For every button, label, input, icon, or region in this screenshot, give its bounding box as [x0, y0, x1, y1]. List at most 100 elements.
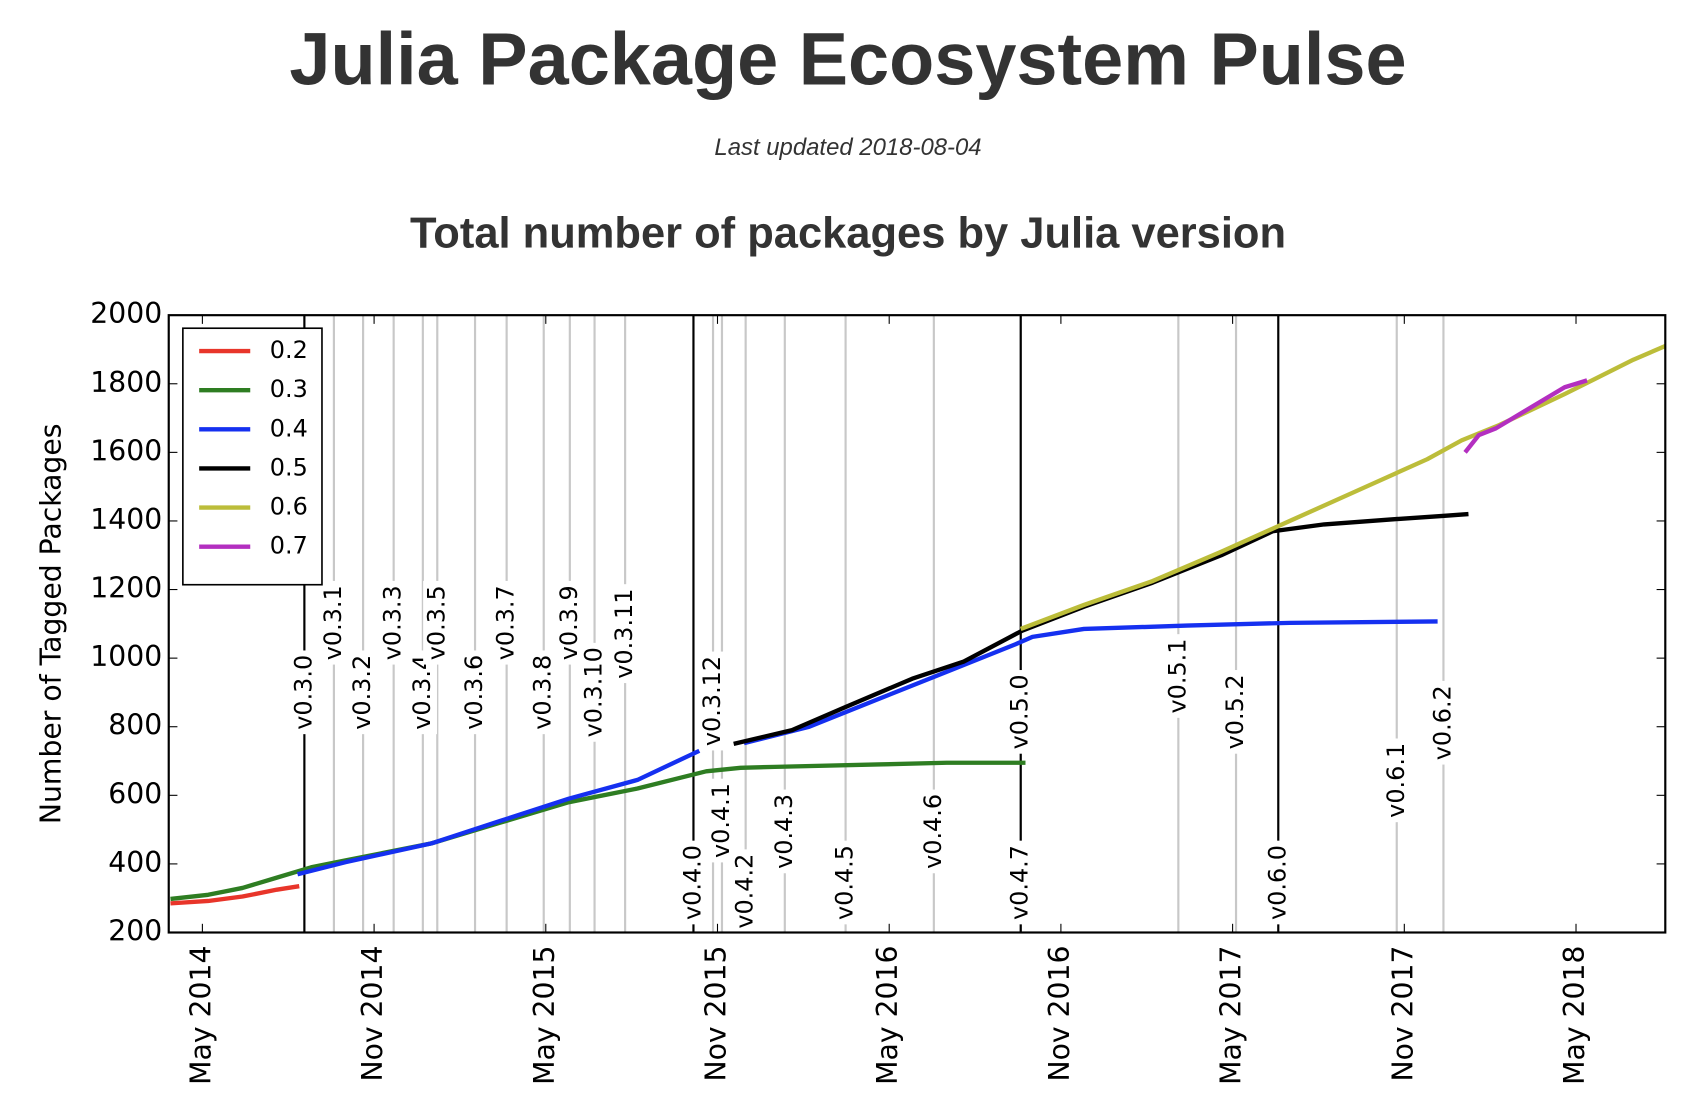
- release-label-group: v0.5.2: [1221, 670, 1251, 754]
- series-line: [170, 884, 300, 906]
- label-bg: [707, 778, 737, 863]
- release-label: v0.3.1: [319, 585, 347, 660]
- legend-label: 0.3: [270, 375, 308, 403]
- release-label-group: v0.4.3: [770, 789, 799, 874]
- y-axis-label: Number of Tagged Packages: [34, 424, 67, 825]
- release-label-group: v0.6.2: [1428, 680, 1458, 765]
- release-label-group: v0.3.2: [348, 650, 378, 735]
- release-label: v0.4.2: [731, 854, 759, 929]
- label-bg: [408, 650, 437, 735]
- release-label-group: v0.6.1: [1382, 738, 1411, 823]
- release-label: v0.6.2: [1428, 685, 1456, 760]
- label-bg: [1164, 634, 1193, 718]
- label-bg: [290, 650, 319, 735]
- label-bg: [529, 650, 558, 735]
- label-bg: [1382, 738, 1411, 823]
- release-label: v0.4.5: [831, 845, 859, 920]
- legend-label: 0.7: [270, 532, 308, 560]
- label-bg: [698, 651, 728, 751]
- legend-label: 0.2: [270, 336, 308, 364]
- x-tick-label: May 2014: [184, 946, 217, 1085]
- label-bg: [1006, 840, 1035, 925]
- y-tick-label: 400: [108, 846, 162, 879]
- x-tick-label: May 2017: [1215, 946, 1248, 1085]
- release-label-group: v0.3.0: [289, 650, 319, 735]
- x-tick-label: May 2018: [1558, 946, 1591, 1085]
- release-label-group: v0.5.0: [1006, 670, 1035, 754]
- release-label-group: v0.5.1: [1163, 634, 1193, 718]
- release-label: v0.5.2: [1221, 674, 1249, 749]
- x-tick-label: May 2015: [528, 946, 561, 1085]
- release-label-group: v0.4.6: [919, 789, 948, 874]
- release-label: v0.3.8: [529, 655, 557, 730]
- release-labels: v0.3.0v0.3.1v0.3.2v0.3.3v0.3.4v0.3.5 v0.3…: [289, 580, 1458, 934]
- y-tick-label: 1200: [90, 572, 162, 605]
- release-label-group: v0.4.5: [831, 840, 860, 925]
- release-label: v0.3.6: [460, 655, 488, 730]
- release-label-group: v0.3.8: [529, 650, 558, 735]
- label-bg: [492, 580, 521, 665]
- release-label: v0.5.0: [1006, 674, 1034, 749]
- release-label-group: v0.3.6: [460, 650, 490, 735]
- x-tick-label: Nov 2016: [1043, 946, 1076, 1082]
- release-label: v0.3.12: [698, 656, 726, 746]
- release-label-group: v0.3.7: [492, 580, 521, 665]
- release-label-group: v0.4.2: [731, 849, 760, 934]
- label-bg: [379, 580, 408, 665]
- release-label-group: v0.3.1: [319, 580, 349, 665]
- release-label-group: v0.3.11: [610, 584, 640, 684]
- release-label-group: v0.4.7: [1006, 840, 1035, 925]
- label-bg: [831, 840, 860, 925]
- legend-label: 0.5: [270, 453, 308, 481]
- series-line: [170, 760, 1026, 902]
- legend-label: 0.6: [270, 493, 308, 521]
- label-bg: [731, 849, 760, 934]
- release-label: v0.4.1: [707, 783, 735, 858]
- release-label: v0.6.0: [1263, 845, 1291, 920]
- release-label-group: v0.3.12: [698, 651, 728, 751]
- y-tick-label: 1000: [90, 640, 162, 673]
- release-label-group: v0.3.9: [555, 580, 584, 665]
- release-label: v0.3.9: [555, 585, 583, 660]
- release-label-group: v0.3.5: [422, 580, 452, 665]
- series-line: [1463, 378, 1588, 454]
- y-tick-label: 200: [108, 914, 162, 947]
- label-bg: [1264, 840, 1293, 925]
- release-label: v0.4.6: [919, 794, 947, 869]
- page-title: Julia Package Ecosystem Pulse: [289, 18, 1406, 101]
- y-tick-label: 1600: [90, 434, 162, 467]
- release-label: v0.4.3: [770, 794, 798, 869]
- label-bg: [319, 580, 349, 665]
- legend-box: [182, 327, 323, 586]
- plot-frame: [167, 314, 1667, 934]
- x-tick-label: Nov 2015: [699, 946, 732, 1082]
- release-label: v0.3.10: [580, 647, 608, 737]
- y-tick-label: 1400: [90, 503, 162, 536]
- release-label: v0.3.11: [610, 589, 638, 679]
- label-bg: [348, 650, 378, 735]
- label-bg: [423, 580, 452, 665]
- x-tick-label: Nov 2017: [1386, 946, 1419, 1082]
- release-label: v0.3.3: [379, 585, 407, 660]
- label-bg: [610, 584, 640, 684]
- label-bg: [679, 840, 708, 925]
- chart-title: Total number of packages by Julia versio…: [410, 209, 1286, 257]
- y-tick-label: 800: [108, 709, 162, 742]
- release-label-group: v0.3.3: [379, 580, 408, 665]
- release-label: v0.3.0: [289, 655, 317, 730]
- release-label-group: v0.3.10: [580, 642, 609, 742]
- release-label: v0.5.1: [1163, 639, 1191, 714]
- y-tick-label: 1800: [90, 366, 162, 399]
- release-label: v0.3.5: [422, 585, 450, 660]
- label-bg: [1006, 670, 1035, 754]
- release-label: v0.3.4: [408, 655, 436, 730]
- x-tick-label: May 2016: [871, 946, 904, 1085]
- series-line: [296, 619, 1438, 877]
- release-label: v0.4.0: [678, 845, 706, 920]
- release-label: v0.6.1: [1382, 743, 1410, 818]
- release-label-group: v0.4.1: [707, 778, 737, 863]
- subtitle: Last updated 2018-08-04: [714, 134, 981, 161]
- legend-label: 0.4: [270, 414, 308, 442]
